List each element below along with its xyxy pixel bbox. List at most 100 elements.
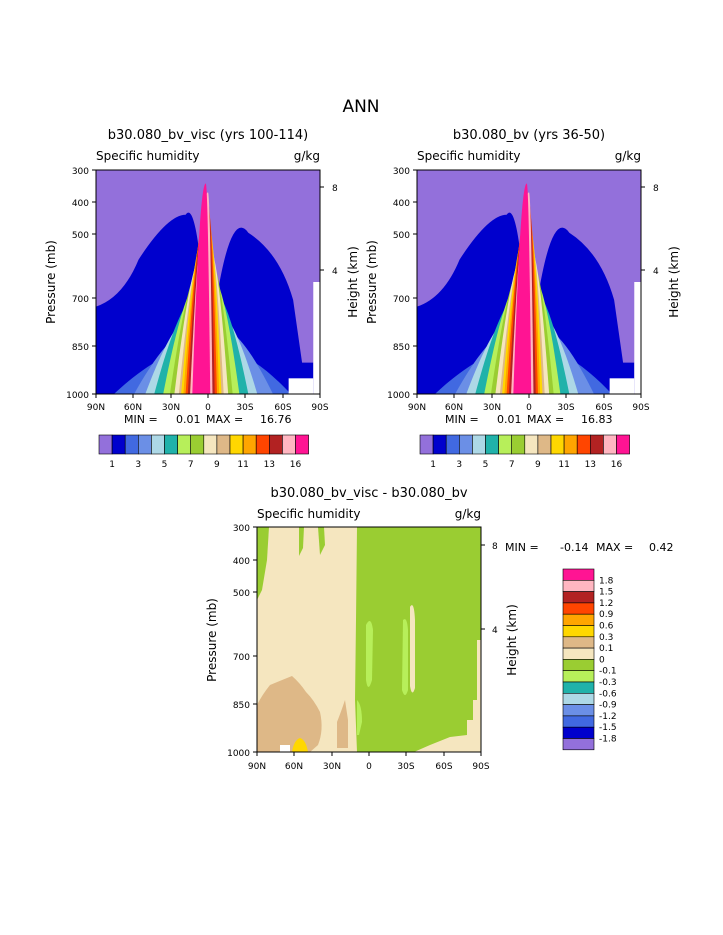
legend-swatch [485, 434, 499, 455]
x-tick-label: 60N [445, 403, 463, 413]
diff-region-negative [318, 527, 325, 555]
legend-label: 7 [509, 460, 515, 470]
legend-swatch [268, 434, 283, 455]
y-tick-label: 300 [72, 167, 89, 177]
y-tick-label: 850 [233, 701, 250, 711]
legend-swatch [589, 434, 604, 455]
diff-region-positive-small [410, 605, 415, 693]
x-tick-label: 60N [285, 762, 303, 772]
diff-region-negative [257, 527, 269, 600]
legend-swatch [562, 636, 595, 649]
y-tick-label: 700 [393, 295, 410, 305]
x-tick-label: 60S [595, 403, 612, 413]
legend-label: 13 [585, 460, 596, 470]
max-value: 16.83 [581, 413, 613, 426]
legend-label: -0.3 [599, 678, 617, 688]
height-tick-label: 4 [332, 267, 338, 277]
legend-swatch [498, 434, 513, 455]
legend-swatch [432, 434, 447, 455]
missing-data [313, 282, 320, 394]
y-tick-label: 300 [233, 524, 250, 534]
y-tick-label: 1000 [66, 391, 89, 401]
panel-subtitle: Specific humidity [257, 507, 361, 521]
legend-label: 3 [135, 460, 141, 470]
legend-swatch [138, 434, 152, 455]
x-tick-label: 90S [311, 403, 328, 413]
legend-swatch [98, 434, 113, 455]
legend-swatch [563, 434, 578, 455]
legend-label: 5 [483, 460, 489, 470]
height-tick-label: 8 [492, 542, 498, 552]
height-tick-label: 8 [653, 184, 659, 194]
x-tick-label: 90S [472, 762, 489, 772]
panel-top-right: b30.080_bv (yrs 36-50) Specific humidity… [365, 128, 681, 470]
legend-swatch [295, 434, 309, 455]
x-tick-label: 30S [397, 762, 414, 772]
diff-region-negative-medium [357, 700, 362, 735]
legend-swatch [229, 434, 244, 455]
legend-swatch [562, 568, 595, 581]
height-tick-label: 8 [332, 184, 338, 194]
diff-region-positive-medium [337, 700, 348, 748]
legend-label: 9 [214, 460, 220, 470]
legend-swatch [216, 434, 231, 455]
y-tick-label: 500 [72, 231, 89, 241]
min-max-readout: MIN = 0.01 MAX = 16.76 [124, 413, 292, 426]
legend-label: 1.8 [599, 576, 614, 586]
height-axis: 8 4 [320, 184, 338, 277]
legend-swatch [562, 647, 595, 660]
x-tick-label: 0 [366, 762, 372, 772]
y-axis-label: Pressure (mb) [365, 240, 379, 324]
min-value: 0.01 [497, 413, 522, 426]
panel-top-left: b30.080_bv_visc (yrs 100-114) Specific h… [44, 128, 360, 470]
legend-label: 1 [109, 460, 115, 470]
difference-field [257, 527, 481, 752]
legend-swatch [524, 434, 539, 455]
y-tick-label: 850 [393, 343, 410, 353]
legend-label: -1.2 [599, 712, 617, 722]
diff-region-negative [355, 527, 481, 752]
max-value: 0.42 [649, 541, 674, 554]
legend-label: 16 [290, 460, 302, 470]
y-axis-label: Pressure (mb) [44, 240, 58, 324]
color-legend: 1 3 5 7 9 11 13 16 [98, 434, 309, 470]
panel-units: g/kg [615, 149, 641, 163]
legend-swatch [562, 613, 595, 626]
legend-swatch [255, 434, 270, 455]
y-axis-label: Pressure (mb) [205, 598, 219, 682]
y-tick-label: 700 [233, 653, 250, 663]
legend-swatch [282, 434, 296, 455]
x-tick-label: 60N [124, 403, 142, 413]
contour-band [192, 183, 211, 394]
legend-swatch [562, 692, 595, 705]
x-tick-label: 0 [526, 403, 532, 413]
legend-label: 0.3 [599, 633, 613, 643]
pressure-axis: 300 400 500 700 850 1000 [227, 524, 257, 759]
color-legend: 1 3 5 7 9 11 13 16 [419, 434, 630, 470]
x-tick-label: 0 [205, 403, 211, 413]
legend-label: 7 [188, 460, 194, 470]
panel-units: g/kg [294, 149, 320, 163]
y-tick-label: 400 [393, 199, 410, 209]
legend-swatch [562, 715, 595, 728]
legend-swatch [164, 434, 178, 455]
min-value: 0.01 [176, 413, 201, 426]
max-value: 16.76 [260, 413, 292, 426]
x-tick-label: 30N [323, 762, 341, 772]
legend-swatch [445, 434, 460, 455]
legend-swatch [419, 434, 434, 455]
max-label: MAX = [596, 541, 633, 554]
y-tick-label: 400 [233, 557, 250, 567]
height-axis-label: Height (km) [346, 246, 360, 317]
legend-label: 1 [430, 460, 436, 470]
height-tick-label: 4 [653, 267, 659, 277]
min-label: MIN = [124, 413, 158, 426]
legend-swatch [562, 659, 595, 672]
y-tick-label: 400 [72, 199, 89, 209]
max-label: MAX = [527, 413, 564, 426]
legend-label: -0.1 [599, 667, 617, 677]
color-legend: 1.81.51.20.90.60.30.10-0.1-0.3-0.6-0.9-1… [562, 568, 617, 751]
height-tick-label: 4 [492, 626, 498, 636]
pressure-axis: 300 400 500 700 850 1000 [66, 167, 96, 401]
